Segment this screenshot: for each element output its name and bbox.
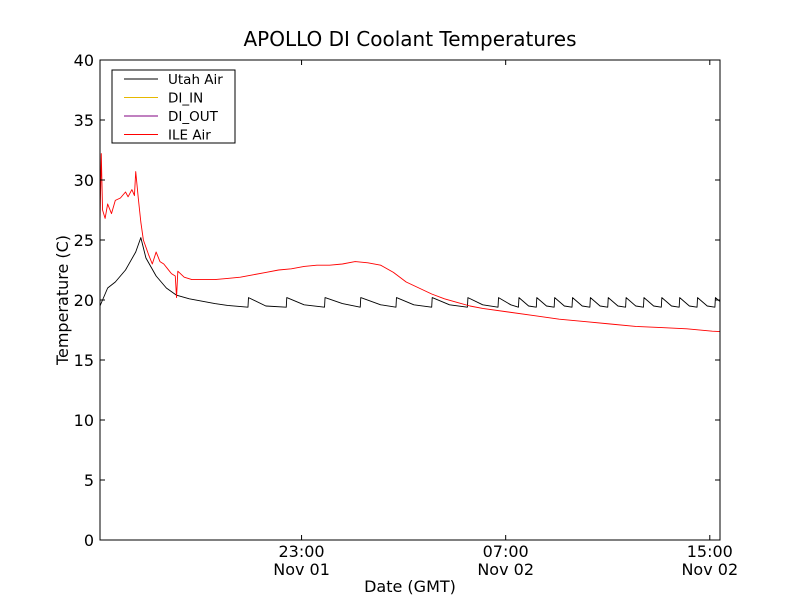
y-tick-label: 0: [84, 531, 94, 550]
x-tick-label-time: 15:00: [687, 542, 733, 561]
y-tick-label: 25: [74, 231, 94, 250]
series-line-ile-air: [100, 153, 720, 333]
legend: Utah Air DI_IN DI_OUT ILE Air: [111, 69, 236, 144]
x-tick-label-time: 23:00: [279, 542, 325, 561]
x-tick-label-time: 07:00: [483, 542, 529, 561]
x-tick-label-date: Nov 02: [681, 560, 738, 579]
y-tick-label: 10: [74, 411, 94, 430]
legend-label: ILE Air: [168, 128, 211, 144]
series-line-utah-air: [100, 237, 720, 308]
legend-label: DI_IN: [168, 91, 203, 107]
legend-label: Utah Air: [168, 72, 223, 88]
legend-box: [111, 69, 236, 144]
x-axis-label: Date (GMT): [364, 577, 456, 596]
y-tick-label: 30: [74, 171, 94, 190]
x-tick-label-date: Nov 01: [273, 560, 330, 579]
y-axis-label: Temperature (C): [53, 235, 72, 366]
x-tick-label-date: Nov 02: [477, 560, 534, 579]
chart-title: APOLLO DI Coolant Temperatures: [243, 27, 576, 51]
y-tick-label: 5: [84, 471, 94, 490]
y-tick-label: 35: [74, 111, 94, 130]
legend-label: DI_OUT: [168, 109, 219, 125]
y-tick-label: 15: [74, 351, 94, 370]
y-tick-label: 40: [74, 51, 94, 70]
y-tick-label: 20: [74, 291, 94, 310]
